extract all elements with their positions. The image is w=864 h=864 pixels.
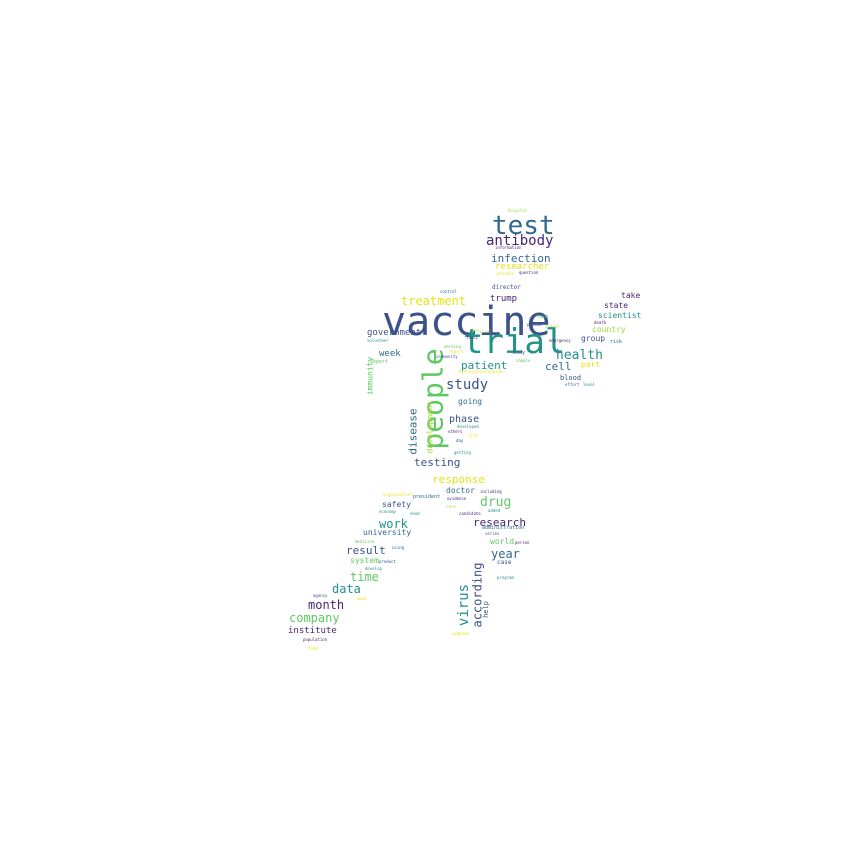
word-product: product: [379, 559, 396, 564]
word-week: week: [379, 349, 401, 359]
word-working: working: [444, 344, 461, 349]
word-response: response: [432, 473, 485, 486]
word-risk: risk: [610, 339, 623, 345]
word-company: company: [289, 611, 340, 625]
word-school: school: [545, 324, 560, 329]
word-state: state: [604, 301, 629, 310]
word-vaccine: vaccine: [382, 299, 551, 345]
word-using: using: [392, 545, 405, 550]
word-test: test: [492, 211, 555, 241]
word-treatment: treatment: [401, 294, 467, 308]
word-medicine: medicine: [355, 539, 375, 544]
word-take: take: [621, 291, 641, 300]
word-help: help: [481, 601, 490, 618]
word-population: population: [303, 637, 328, 642]
word-care: care: [446, 504, 456, 509]
word-hydroxychloroquine: hydroxychloroquine: [459, 369, 503, 374]
word-world: world: [490, 537, 515, 546]
word-others: others: [448, 429, 463, 434]
word-researcher: researcher: [495, 262, 550, 272]
word-program: program: [497, 575, 514, 580]
word-getting: getting: [454, 450, 471, 455]
word-series: series: [485, 531, 500, 536]
word-organization: organization: [383, 492, 412, 497]
word-virus: virus: [456, 583, 473, 627]
word-food: food: [308, 646, 318, 651]
word-effort: effort: [565, 382, 580, 387]
word-information: information: [495, 245, 522, 250]
word-need: need: [410, 511, 420, 516]
word-data: data: [332, 582, 361, 596]
word-economy: economy: [379, 509, 396, 514]
word-emergency: emergency: [549, 338, 571, 343]
word-death: death: [594, 320, 607, 325]
word-sample: sample: [516, 358, 531, 363]
word-doctor: doctor: [446, 486, 475, 495]
word-including: including: [480, 489, 502, 494]
word-study: study: [446, 377, 489, 393]
word-body: body: [513, 350, 526, 356]
word-phase: phase: [449, 414, 480, 425]
word-year: year: [491, 547, 520, 561]
word-research: research: [473, 516, 526, 529]
word-scientist: scientist: [598, 311, 642, 320]
word-administration: administration: [482, 525, 525, 531]
word-person: person: [515, 540, 530, 545]
word-antibody: antibody: [486, 233, 554, 249]
word-level: level: [583, 382, 596, 387]
word-protein: protein: [497, 271, 514, 276]
word-government: government: [367, 328, 422, 338]
word-president: president: [413, 494, 441, 500]
word-testing: testing: [414, 456, 461, 469]
word-day: day: [456, 438, 464, 443]
word-drug: drug: [480, 495, 512, 510]
word-trump: trump: [490, 294, 518, 304]
word-case: case: [497, 559, 512, 566]
word-mask: mask: [357, 596, 367, 601]
word-group: group: [581, 334, 606, 343]
word-cell: cell: [545, 360, 572, 373]
word-country: country: [592, 325, 626, 334]
word-blood: blood: [560, 374, 582, 382]
word-patient: patient: [461, 359, 508, 372]
word-plasma: plasma: [527, 322, 542, 327]
word-part: part: [581, 360, 601, 369]
word-going: going: [458, 397, 483, 406]
word-report: report: [449, 349, 464, 354]
word-symptom: symptom: [452, 631, 469, 636]
word-university: university: [363, 528, 412, 537]
word-infection: infection: [491, 252, 551, 265]
word-work: work: [379, 517, 408, 531]
word-fauci: fauci: [466, 335, 479, 340]
word-month: month: [308, 598, 345, 612]
word-director: director: [492, 284, 521, 291]
word-developed: developed: [457, 424, 479, 429]
word-institute: institute: [288, 626, 337, 636]
word-life: life: [468, 433, 478, 438]
word-health: health: [556, 348, 603, 363]
word-found: found: [536, 314, 549, 319]
word-official: official: [472, 329, 492, 334]
word-trial: trial: [463, 322, 566, 362]
word-agency: agency: [313, 593, 328, 598]
word-control: control: [440, 289, 457, 294]
word-added: added: [488, 508, 501, 513]
word-volunteer: volunteer: [367, 338, 389, 343]
word-community: community: [436, 354, 458, 359]
word-result: result: [346, 544, 386, 557]
word-candidate: candidate: [459, 511, 481, 516]
word-evidence: evidence: [447, 496, 467, 501]
word-safety: safety: [382, 500, 411, 509]
word-question: question: [519, 270, 539, 275]
word-develop: develop: [365, 566, 382, 571]
word-disease: disease: [406, 408, 420, 455]
word-expert: expert: [370, 359, 389, 365]
word-hospital: hospital: [508, 208, 528, 213]
word-development: development: [425, 400, 435, 454]
word-system: system: [350, 556, 379, 565]
word-time: time: [350, 570, 379, 584]
